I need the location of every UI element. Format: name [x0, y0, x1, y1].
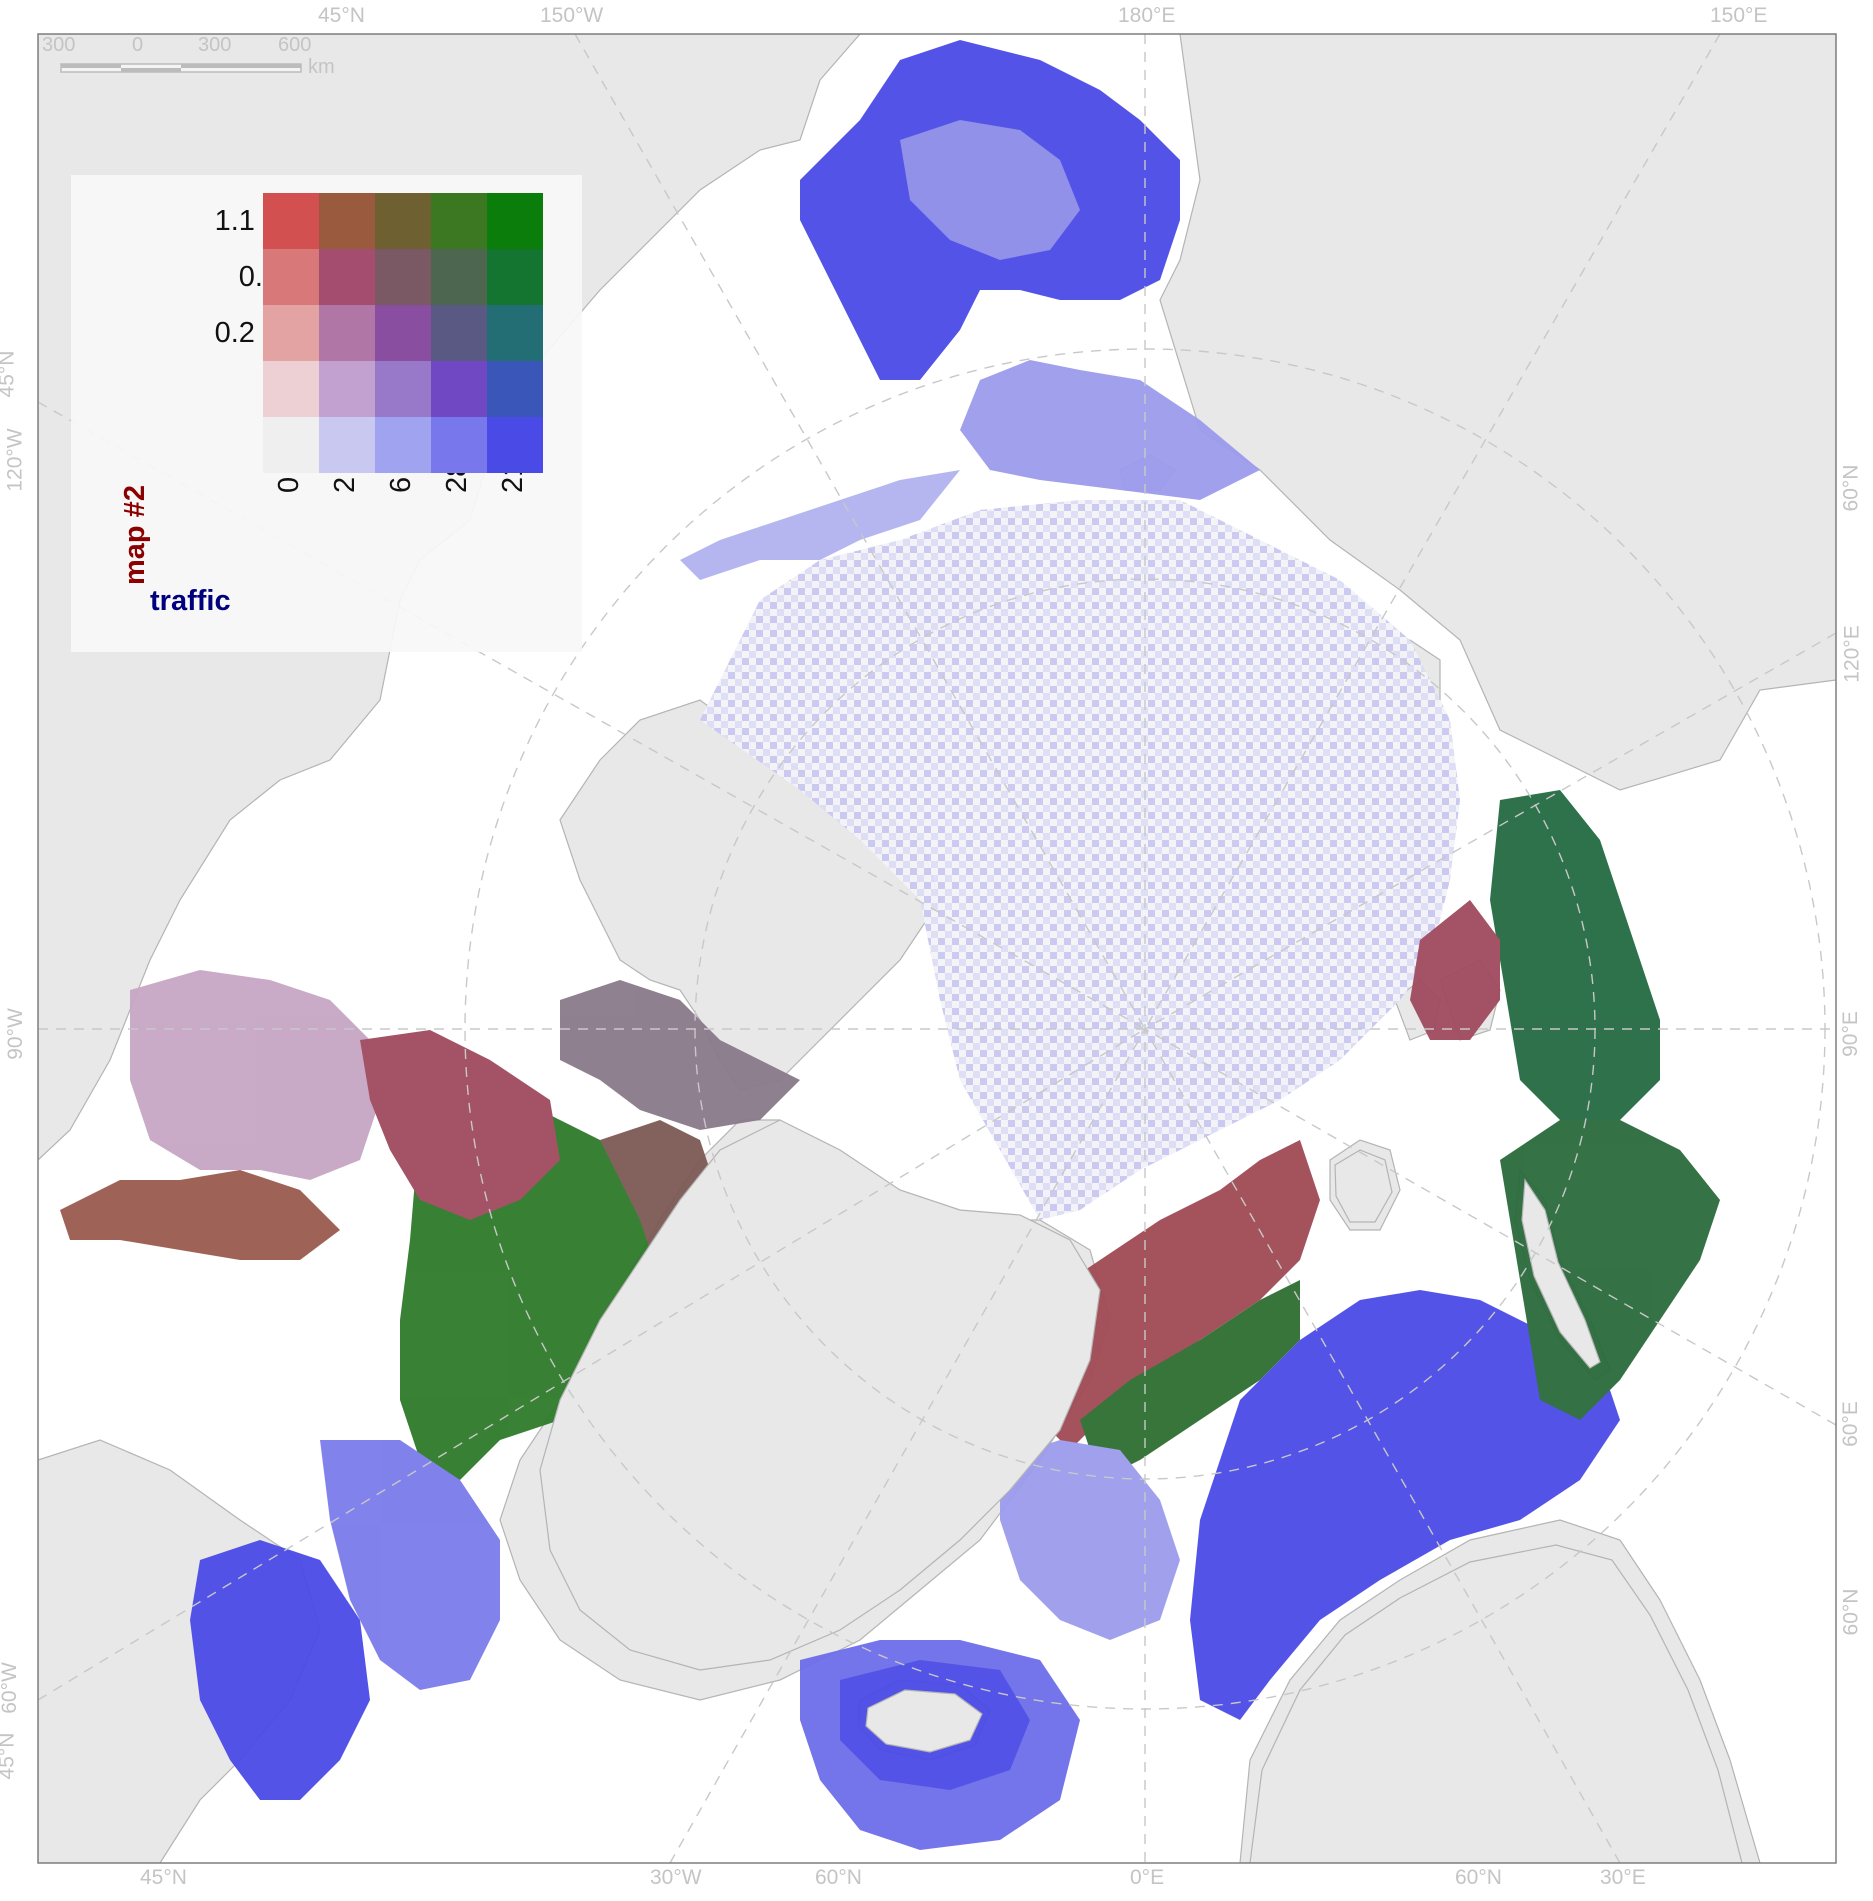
- sea-chukchi: [960, 360, 1260, 500]
- edge-bottom-60n-left: 60°N: [815, 1866, 862, 1889]
- scale-tick-600: 600: [278, 34, 312, 56]
- legend-x-title: traffic: [150, 585, 231, 617]
- legend-row-label-3: 0.1: [280, 373, 321, 405]
- land-scandinavia-overlay: [1249, 1544, 1743, 1863]
- sea-greenland-east: [1040, 1140, 1320, 1450]
- edge-bottom-60n-right: 60°N: [1455, 1866, 1502, 1889]
- edge-bottom-0e: 0°E: [1130, 1866, 1165, 1889]
- land-overlay: [539, 1119, 1743, 1863]
- legend-col-label-4: 211 - ...: [497, 396, 529, 493]
- sea-barents-green: [1500, 1120, 1720, 1420]
- sea-central-arctic: [700, 500, 1460, 1220]
- land-novaya-overlay: [1521, 1178, 1601, 1369]
- legend-col-label-2: 6 - 27: [385, 418, 417, 493]
- sea-hudson-strait: [60, 1170, 340, 1260]
- parallel-60n: [694, 578, 1596, 1480]
- sea-labrador: [190, 1540, 370, 1800]
- edge-top-180e: 180°E: [1118, 4, 1176, 27]
- legend-col-label-3: 28 - 210: [441, 386, 473, 493]
- edge-left-90w: 90°W: [3, 1008, 27, 1060]
- sea-bering-inner: [900, 120, 1080, 260]
- scale-bar-graphic: [60, 63, 302, 73]
- scale-unit: km: [308, 56, 335, 78]
- land-chukotka-siberia: [1159, 34, 1836, 791]
- meridian-120w: [38, 401, 1146, 1030]
- land-greenland-overlay: [539, 1119, 1101, 1671]
- sea-fram-green: [1080, 1280, 1300, 1480]
- legend-col-label-0: 0 - 1: [273, 434, 305, 493]
- sea-nw-passage: [560, 980, 800, 1130]
- meridian-30w: [669, 1028, 1146, 1863]
- edge-right-60n-top: 60°N: [1839, 464, 1863, 512]
- sea-laptev-mix: [1410, 900, 1500, 1040]
- meridian-60e: [1144, 1028, 1836, 1426]
- edge-right-60n-bottom: 60°N: [1839, 1588, 1863, 1636]
- edge-right-90e: 90°E: [1838, 1011, 1862, 1057]
- edge-bottom-45n: 45°N: [140, 1866, 187, 1889]
- edge-top-45n: 45°N: [318, 4, 365, 27]
- sea-denmark-strait: [1000, 1440, 1180, 1640]
- map-frame: [37, 33, 1837, 1864]
- edge-bottom-30w: 30°W: [650, 1866, 702, 1889]
- sea-hudson-bay: [130, 970, 380, 1180]
- sea-foxe-basin: [360, 1030, 560, 1220]
- edge-left-120w: 120°W: [3, 428, 27, 492]
- sea-beaufort: [680, 470, 960, 580]
- edge-right-60e: 60°E: [1838, 1401, 1862, 1447]
- scale-tick-300: 300: [198, 34, 232, 56]
- edge-right-120e: 120°E: [1840, 625, 1864, 683]
- meridian-120e: [1144, 632, 1836, 1030]
- edge-left-45n-top: 45°N: [0, 350, 19, 398]
- sea-coverage: [60, 40, 1720, 1850]
- sea-kara-green: [1490, 790, 1660, 1120]
- meridian-150e: [1144, 34, 1721, 1030]
- bivariate-legend: 1.1 - 4.1 0.9 - 1 0.2 - 0.8 0.1 0 0 - 1 …: [71, 175, 582, 652]
- edge-left-45n-bottom: 45°N: [0, 1732, 19, 1780]
- sea-norwegian: [1190, 1290, 1620, 1720]
- graticule: [38, 34, 1836, 1863]
- legend-row-label-0: 1.1 - 4.1: [214, 205, 321, 237]
- scale-tick-0: 0: [132, 34, 144, 56]
- edge-top-150e: 150°E: [1710, 4, 1768, 27]
- land-iceland-overlay: [865, 1689, 983, 1753]
- edge-left-60w: 60°W: [0, 1662, 21, 1714]
- legend-row-label-1: 0.9 - 1: [238, 261, 321, 293]
- legend-col-label-1: 2 - 5: [329, 434, 361, 493]
- legend-row-label-2: 0.2 - 0.8: [214, 317, 321, 349]
- edge-bottom-30e: 30°E: [1600, 1866, 1646, 1889]
- meridian-30e: [1144, 1028, 1621, 1863]
- meridian-150w: [574, 34, 1146, 1030]
- legend-y-title: map #2: [119, 485, 151, 585]
- edge-top-150w: 150°W: [540, 4, 604, 27]
- land-svalbard-overlay: [1334, 1149, 1393, 1223]
- scale-tick-300-left: 300: [42, 34, 76, 56]
- parallel-45n: [464, 348, 1826, 1710]
